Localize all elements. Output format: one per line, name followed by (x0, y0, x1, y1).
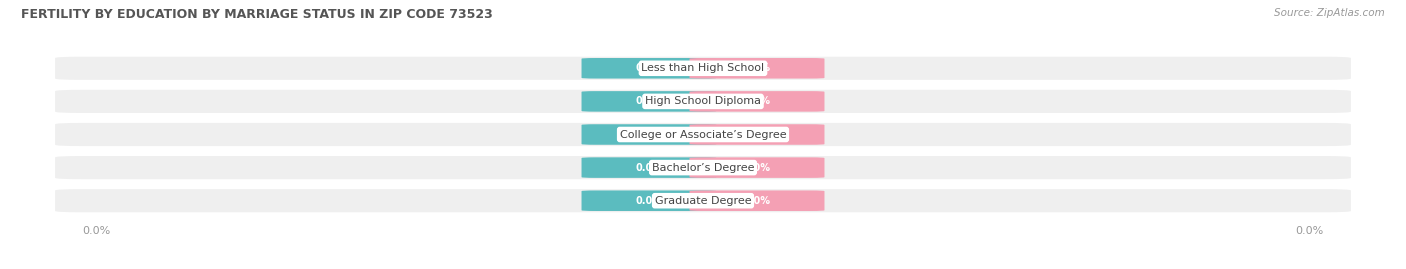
FancyBboxPatch shape (55, 123, 1351, 146)
FancyBboxPatch shape (582, 190, 717, 211)
Text: 0.0%: 0.0% (636, 96, 662, 107)
Text: College or Associate’s Degree: College or Associate’s Degree (620, 129, 786, 140)
FancyBboxPatch shape (55, 90, 1351, 113)
FancyBboxPatch shape (55, 57, 1351, 80)
Text: 0.0%: 0.0% (636, 129, 662, 140)
FancyBboxPatch shape (582, 157, 717, 178)
Text: Graduate Degree: Graduate Degree (655, 196, 751, 206)
Text: FERTILITY BY EDUCATION BY MARRIAGE STATUS IN ZIP CODE 73523: FERTILITY BY EDUCATION BY MARRIAGE STATU… (21, 8, 494, 21)
FancyBboxPatch shape (689, 190, 824, 211)
FancyBboxPatch shape (55, 156, 1351, 179)
Text: 0.0%: 0.0% (636, 162, 662, 173)
FancyBboxPatch shape (55, 189, 1351, 212)
Text: 0.0%: 0.0% (82, 225, 110, 236)
Text: 0.0%: 0.0% (744, 196, 770, 206)
Text: Bachelor’s Degree: Bachelor’s Degree (652, 162, 754, 173)
Text: High School Diploma: High School Diploma (645, 96, 761, 107)
Text: 0.0%: 0.0% (1296, 225, 1324, 236)
Text: 0.0%: 0.0% (744, 162, 770, 173)
Text: 0.0%: 0.0% (744, 63, 770, 73)
Text: 0.0%: 0.0% (636, 196, 662, 206)
Text: 0.0%: 0.0% (636, 63, 662, 73)
FancyBboxPatch shape (689, 91, 824, 112)
FancyBboxPatch shape (582, 58, 717, 79)
Text: Source: ZipAtlas.com: Source: ZipAtlas.com (1274, 8, 1385, 18)
FancyBboxPatch shape (582, 124, 717, 145)
FancyBboxPatch shape (689, 58, 824, 79)
Text: 0.0%: 0.0% (744, 96, 770, 107)
Text: Less than High School: Less than High School (641, 63, 765, 73)
FancyBboxPatch shape (689, 124, 824, 145)
FancyBboxPatch shape (582, 91, 717, 112)
FancyBboxPatch shape (689, 157, 824, 178)
Text: 0.0%: 0.0% (744, 129, 770, 140)
